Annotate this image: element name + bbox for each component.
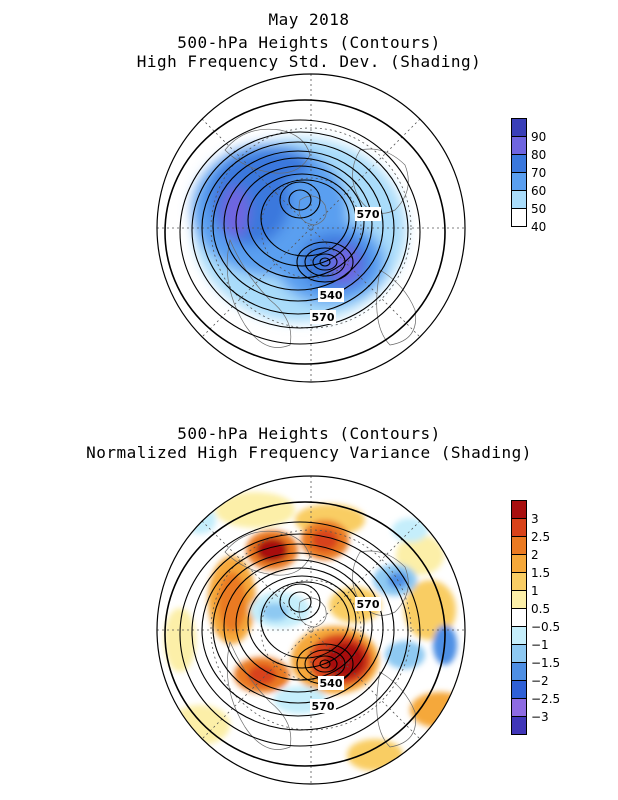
top-colorbar-label-6: 40 — [531, 220, 547, 234]
bottom-colorbar-swatch-5 — [511, 572, 527, 591]
bottom-colorbar-swatch-12 — [511, 698, 527, 717]
top-colorbar-label-4: 60 — [531, 184, 547, 198]
bottom-colorbar-label-7: −0.5 — [531, 620, 561, 634]
bottom-contour-label-1: 570 — [357, 598, 380, 611]
bottom-colorbar: 3 2.5 2 1.5 1 0.5 −0.5 −1 −1.5 −2 −2.5 −… — [511, 500, 591, 740]
bottom-colorbar-label-10: −2 — [531, 674, 549, 688]
bottom-colorbar-swatch-8 — [511, 626, 527, 645]
bottom-colorbar-swatch-3 — [511, 536, 527, 555]
top-map: 570 540 570 — [156, 73, 466, 383]
top-colorbar-swatch-6 — [511, 208, 527, 227]
top-colorbar-swatch-1 — [511, 118, 527, 137]
top-colorbar-label-5: 50 — [531, 202, 547, 216]
top-colorbar-label-3: 70 — [531, 166, 547, 180]
bottom-colorbar-label-9: −1.5 — [531, 656, 561, 670]
top-contour-label-1: 570 — [357, 208, 380, 221]
bottom-colorbar-swatch-9 — [511, 644, 527, 663]
top-title-line-3: High Frequency Std. Dev. (Shading) — [136, 52, 482, 71]
bottom-contour-label-2: 540 — [320, 677, 343, 690]
bottom-colorbar-label-3: 2 — [531, 548, 539, 562]
top-contour-label-2: 540 — [320, 289, 343, 302]
top-colorbar-swatch-4 — [511, 172, 527, 191]
bottom-colorbar-swatch-13 — [511, 716, 527, 735]
bottom-colorbar-label-12: −3 — [531, 710, 549, 724]
bottom-variance-shading — [164, 492, 465, 771]
bottom-map: 570 540 570 — [156, 475, 466, 785]
bottom-colorbar-swatch-1 — [511, 500, 527, 519]
top-title-line-2: 500-hPa Heights (Contours) — [177, 33, 441, 52]
top-contour-label-3: 570 — [312, 311, 335, 324]
bottom-colorbar-swatch-4 — [511, 554, 527, 573]
top-colorbar-label-1: 90 — [531, 130, 547, 144]
top-map-boundary — [156, 73, 466, 383]
bottom-colorbar-label-11: −2.5 — [531, 692, 561, 706]
top-contour-labels: 570 540 570 — [310, 207, 381, 324]
top-height-contours — [164, 99, 446, 365]
top-colorbar-label-2: 80 — [531, 148, 547, 162]
bottom-colorbar-swatch-2 — [511, 518, 527, 537]
bottom-colorbar-label-6: 0.5 — [531, 602, 551, 616]
bottom-colorbar-label-1: 3 — [531, 512, 539, 526]
bottom-title-line-1: 500-hPa Heights (Contours) — [177, 424, 441, 443]
bottom-colorbar-label-8: −1 — [531, 638, 549, 652]
bottom-coastlines — [224, 530, 417, 750]
bottom-height-contours — [164, 501, 446, 767]
top-colorbar: 90 80 70 60 50 40 — [511, 118, 581, 248]
top-title-line-1: May 2018 — [268, 10, 350, 29]
bottom-colorbar-swatch-6 — [511, 590, 527, 609]
bottom-colorbar-swatch-10 — [511, 662, 527, 681]
bottom-map-boundary — [156, 475, 466, 785]
bottom-colorbar-label-4: 1.5 — [531, 566, 551, 580]
bottom-colorbar-swatch-7 — [511, 608, 527, 627]
bottom-title-line-2: Normalized High Frequency Variance (Shad… — [86, 443, 532, 462]
bottom-colorbar-label-5: 1 — [531, 584, 539, 598]
bottom-contour-label-3: 570 — [312, 700, 335, 713]
top-colorbar-swatch-2 — [511, 136, 527, 155]
top-coastlines — [224, 128, 417, 348]
top-colorbar-swatch-5 — [511, 190, 527, 209]
bottom-contour-labels: 570 540 570 — [310, 597, 381, 713]
top-colorbar-swatch-3 — [511, 154, 527, 173]
bottom-colorbar-swatch-11 — [511, 680, 527, 699]
bottom-colorbar-label-2: 2.5 — [531, 530, 551, 544]
